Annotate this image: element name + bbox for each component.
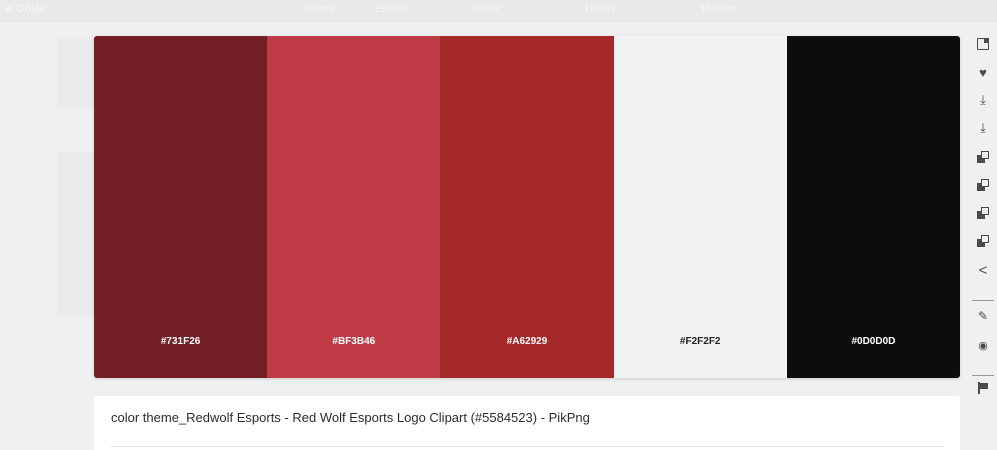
heart-icon: ♥ (979, 64, 987, 80)
open-in-button[interactable] (972, 33, 994, 55)
swatch-hex-label: #A62929 (506, 336, 548, 347)
palette-swatches: #731F26 #BF3B46 #A62929 #F2F2F2 #0D0D0D (94, 36, 960, 378)
edit-button[interactable]: ✎ (972, 305, 994, 327)
swatch-hex-label: #BF3B46 (332, 336, 376, 347)
download-button[interactable]: ⤓ (972, 117, 994, 139)
view-icon: ◉ (978, 339, 988, 352)
swatch-4[interactable]: #F2F2F2 (613, 36, 787, 378)
background-nav-library: Library (585, 4, 616, 15)
edit-icon: ✎ (977, 309, 989, 323)
copy-icon (977, 207, 989, 219)
swatch-5[interactable]: #0D0D0D (786, 36, 960, 378)
copy-icon (977, 179, 989, 191)
share-button[interactable]: < (972, 259, 994, 281)
theme-title: color theme_Redwolf Esports - Red Wolf E… (111, 410, 590, 425)
swatch-2[interactable]: #BF3B46 (267, 36, 441, 378)
copy-button[interactable] (972, 230, 994, 252)
divider (111, 446, 943, 447)
background-panel (57, 38, 95, 110)
share-icon: < (978, 261, 988, 279)
background-panel (57, 152, 95, 318)
rail-divider (972, 300, 994, 301)
open-in-icon (977, 38, 989, 50)
download-icon: ⤓ (980, 120, 986, 135)
report-button[interactable] (972, 377, 994, 399)
swatch-3[interactable]: #A62929 (440, 36, 614, 378)
background-header: e Color Create Explore Trends Library Th… (0, 0, 997, 22)
like-button[interactable]: ♥ (972, 61, 994, 83)
view-button[interactable]: ◉ (972, 334, 994, 356)
copy-button[interactable] (972, 146, 994, 168)
copy-button[interactable] (972, 202, 994, 224)
swatch-hex-label: #731F26 (160, 336, 201, 347)
background-nav-create: Create (305, 4, 336, 15)
swatch-hex-label: #0D0D0D (851, 336, 896, 347)
background-nav-explore: Explore (375, 4, 409, 15)
flag-icon (977, 382, 989, 394)
copy-icon (977, 151, 989, 163)
theme-info-card: color theme_Redwolf Esports - Red Wolf E… (94, 396, 960, 450)
swatch-hex-label: #F2F2F2 (679, 336, 721, 347)
copy-icon (977, 235, 989, 247)
download-icon: ⤓ (980, 92, 986, 107)
download-button[interactable]: ⤓ (972, 89, 994, 111)
background-nav-trends: Trends (470, 4, 501, 15)
rail-divider (972, 375, 994, 376)
copy-button[interactable] (972, 174, 994, 196)
background-nav-themes: Themes (700, 4, 737, 15)
action-rail: ♥ ⤓ ⤓ < ✎ ◉ (968, 30, 997, 450)
background-brand: e Color (6, 3, 45, 15)
swatch-1[interactable]: #731F26 (94, 36, 268, 378)
